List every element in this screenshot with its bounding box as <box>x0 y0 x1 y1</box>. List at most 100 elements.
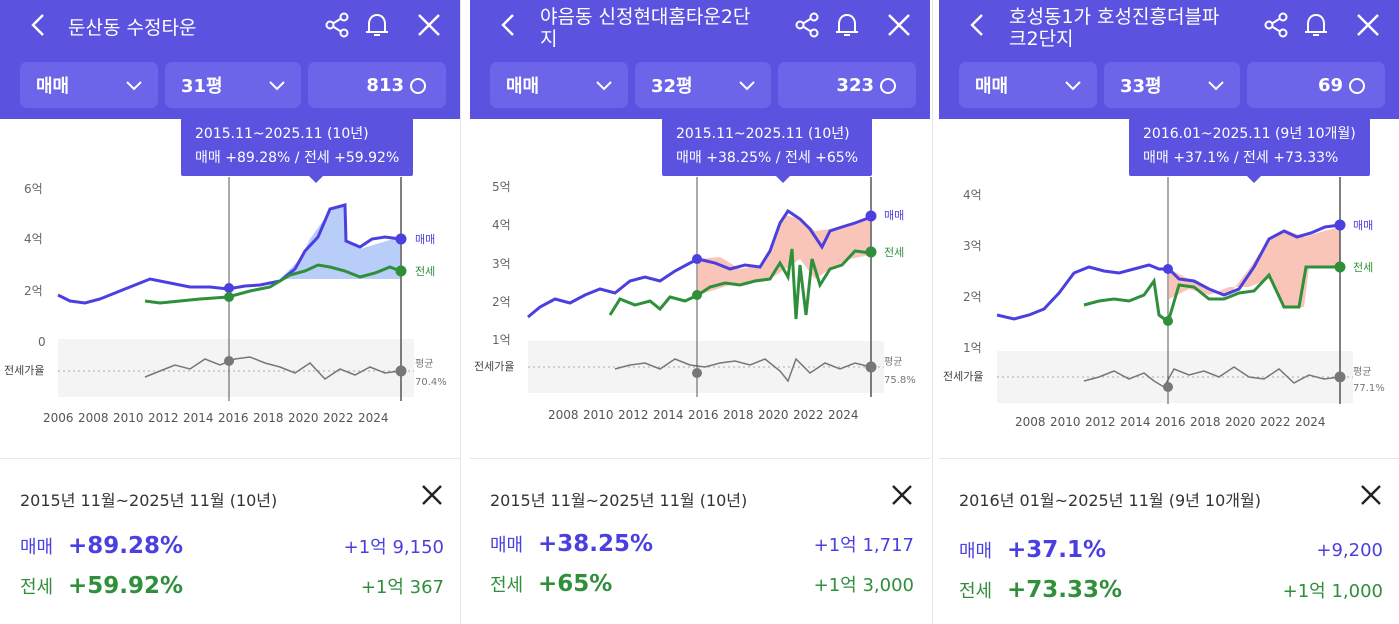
x-label: 2024 <box>358 411 389 425</box>
comment-button[interactable]: 69 <box>1247 62 1385 108</box>
share-icon[interactable] <box>792 10 822 40</box>
jeonse-row: 전세 +65% +1억 3,000 <box>490 569 914 599</box>
jeonse-label: 전세 <box>20 577 54 598</box>
avg-label: 평균 <box>884 356 902 368</box>
close-icon[interactable] <box>420 483 444 507</box>
x-label: 2018 <box>723 408 754 422</box>
jeonse-end-label: 전세 <box>415 265 435 278</box>
sale-percent: +38.25% <box>538 531 654 557</box>
comment-button[interactable]: 813 <box>308 62 446 108</box>
jeonse-row: 전세 +59.92% +1억 367 <box>20 571 444 601</box>
close-icon[interactable] <box>414 10 444 40</box>
sale-end-label: 매매 <box>884 209 904 222</box>
deal-type-select[interactable]: 매매 <box>20 62 158 108</box>
x-label: 2022 <box>793 408 824 422</box>
x-label: 2016 <box>1155 415 1186 429</box>
comment-icon <box>410 78 426 94</box>
ratio-label: 전세가율 <box>4 364 44 377</box>
comment-count: 813 <box>366 74 404 96</box>
deal-type-value: 매매 <box>36 76 70 97</box>
x-label: 2010 <box>1050 415 1081 429</box>
close-icon[interactable] <box>1353 10 1383 40</box>
avg-label: 평균 <box>1353 366 1371 378</box>
share-icon[interactable] <box>1261 10 1291 40</box>
bell-icon[interactable] <box>1301 10 1331 40</box>
apartment-title: 호성동1가 호성진흥더블파크2단지 <box>1009 6 1220 50</box>
sale-label: 매매 <box>490 535 524 556</box>
size-value: 33평 <box>1120 76 1162 97</box>
bell-icon[interactable] <box>362 10 392 40</box>
size-select[interactable]: 32평 <box>635 62 771 108</box>
size-select[interactable]: 33평 <box>1104 62 1240 108</box>
jeonse-percent: +65% <box>538 571 613 597</box>
y-label: 2억 <box>492 295 511 309</box>
summary-box: 2015년 11월~2025년 11월 (10년) 매매 +89.28% +1억… <box>0 458 460 624</box>
x-label: 2024 <box>1295 415 1326 429</box>
share-icon[interactable] <box>322 10 352 40</box>
sale-end-label: 매매 <box>1353 219 1373 232</box>
close-icon[interactable] <box>884 10 914 40</box>
comment-icon <box>1349 78 1365 94</box>
sale-line <box>527 208 872 319</box>
deal-type-value: 매매 <box>975 76 1009 97</box>
jeonse-line <box>1083 265 1340 323</box>
y-label-0: 0 <box>38 335 46 349</box>
back-icon[interactable] <box>494 10 524 40</box>
jeonse-end-label: 전세 <box>884 246 904 259</box>
x-label: 2008 <box>1015 415 1046 429</box>
sale-end-label: 매매 <box>415 233 435 246</box>
close-icon[interactable] <box>890 483 914 507</box>
sale-label: 매매 <box>20 537 54 558</box>
price-chart[interactable]: 4억 3억 2억 1억 전세가율 매매 전세 평균 77.1% 2008 201… <box>939 119 1399 449</box>
price-chart[interactable]: 6억 4억 2억 0 전세가율 매매 전세 평균 70.4% 2006 2008… <box>0 119 460 449</box>
range-tooltip: 2016.01~2025.11 (9년 10개월) 매매 +37.1% / 전세… <box>1129 118 1370 183</box>
panel-header: 둔산동 수정타운 매매 31평 813 <box>0 0 460 119</box>
close-icon[interactable] <box>1359 483 1383 507</box>
jeonse-line <box>608 248 872 320</box>
jeonse-end-label: 전세 <box>1353 261 1373 274</box>
panel-divider <box>932 0 933 624</box>
y-label: 3억 <box>492 257 511 271</box>
y-label: 1억 <box>492 333 511 347</box>
deal-type-select[interactable]: 매매 <box>490 62 628 108</box>
panel-header: 호성동1가 호성진흥더블파크2단지 매매 33평 69 <box>939 0 1399 119</box>
apartment-panel-3: 호성동1가 호성진흥더블파크2단지 매매 33평 69 4억 3억 2억 1억 … <box>939 0 1399 624</box>
jeonse-amount: +1억 3,000 <box>813 575 914 596</box>
avg-label: 평균 <box>415 358 433 370</box>
sale-line <box>57 203 401 305</box>
tooltip-summary: 매매 +89.28% / 전세 +59.92% <box>195 150 400 166</box>
apartment-panel-1: 둔산동 수정타운 매매 31평 813 6억 4억 2억 0 전세가율 <box>0 0 460 624</box>
comment-button[interactable]: 323 <box>778 62 916 108</box>
deal-type-select[interactable]: 매매 <box>959 62 1097 108</box>
tooltip-summary: 매매 +38.25% / 전세 +65% <box>676 150 858 166</box>
panel-header: 야음동 신정현대홈타운2단지 매매 32평 323 <box>470 0 930 119</box>
apartment-title: 야음동 신정현대홈타운2단지 <box>540 6 751 50</box>
y-label-4: 4억 <box>24 232 43 246</box>
back-icon[interactable] <box>24 10 54 40</box>
y-label: 4억 <box>963 188 982 202</box>
price-chart[interactable]: 5억 4억 3억 2억 1억 전세가율 매매 전세 평균 75.8% 2008 … <box>470 119 930 449</box>
x-label: 2008 <box>548 408 579 422</box>
y-label-2: 2억 <box>24 284 43 298</box>
x-label: 2018 <box>253 411 284 425</box>
summary-period: 2015년 11월~2025년 11월 (10년) <box>20 491 278 510</box>
ratio-band <box>58 339 414 397</box>
sale-percent: +37.1% <box>1007 537 1107 563</box>
avg-value: 77.1% <box>1353 383 1385 394</box>
chevron-down-icon <box>594 75 614 95</box>
x-label: 2014 <box>183 411 214 425</box>
ratio-label: 전세가율 <box>474 360 514 373</box>
back-icon[interactable] <box>963 10 993 40</box>
x-label: 2012 <box>1085 415 1116 429</box>
x-label: 2022 <box>1260 415 1291 429</box>
x-label: 2018 <box>1190 415 1221 429</box>
size-value: 32평 <box>651 76 693 97</box>
chevron-down-icon <box>1206 75 1226 95</box>
bell-icon[interactable] <box>832 10 862 40</box>
comment-icon <box>880 78 896 94</box>
size-select[interactable]: 31평 <box>165 62 301 108</box>
jeonse-line <box>144 263 401 305</box>
chevron-down-icon <box>737 75 757 95</box>
jeonse-row: 전세 +73.33% +1억 1,000 <box>959 575 1383 605</box>
apartment-panel-2: 야음동 신정현대홈타운2단지 매매 32평 323 5억 4억 3억 2억 1억… <box>470 0 930 624</box>
